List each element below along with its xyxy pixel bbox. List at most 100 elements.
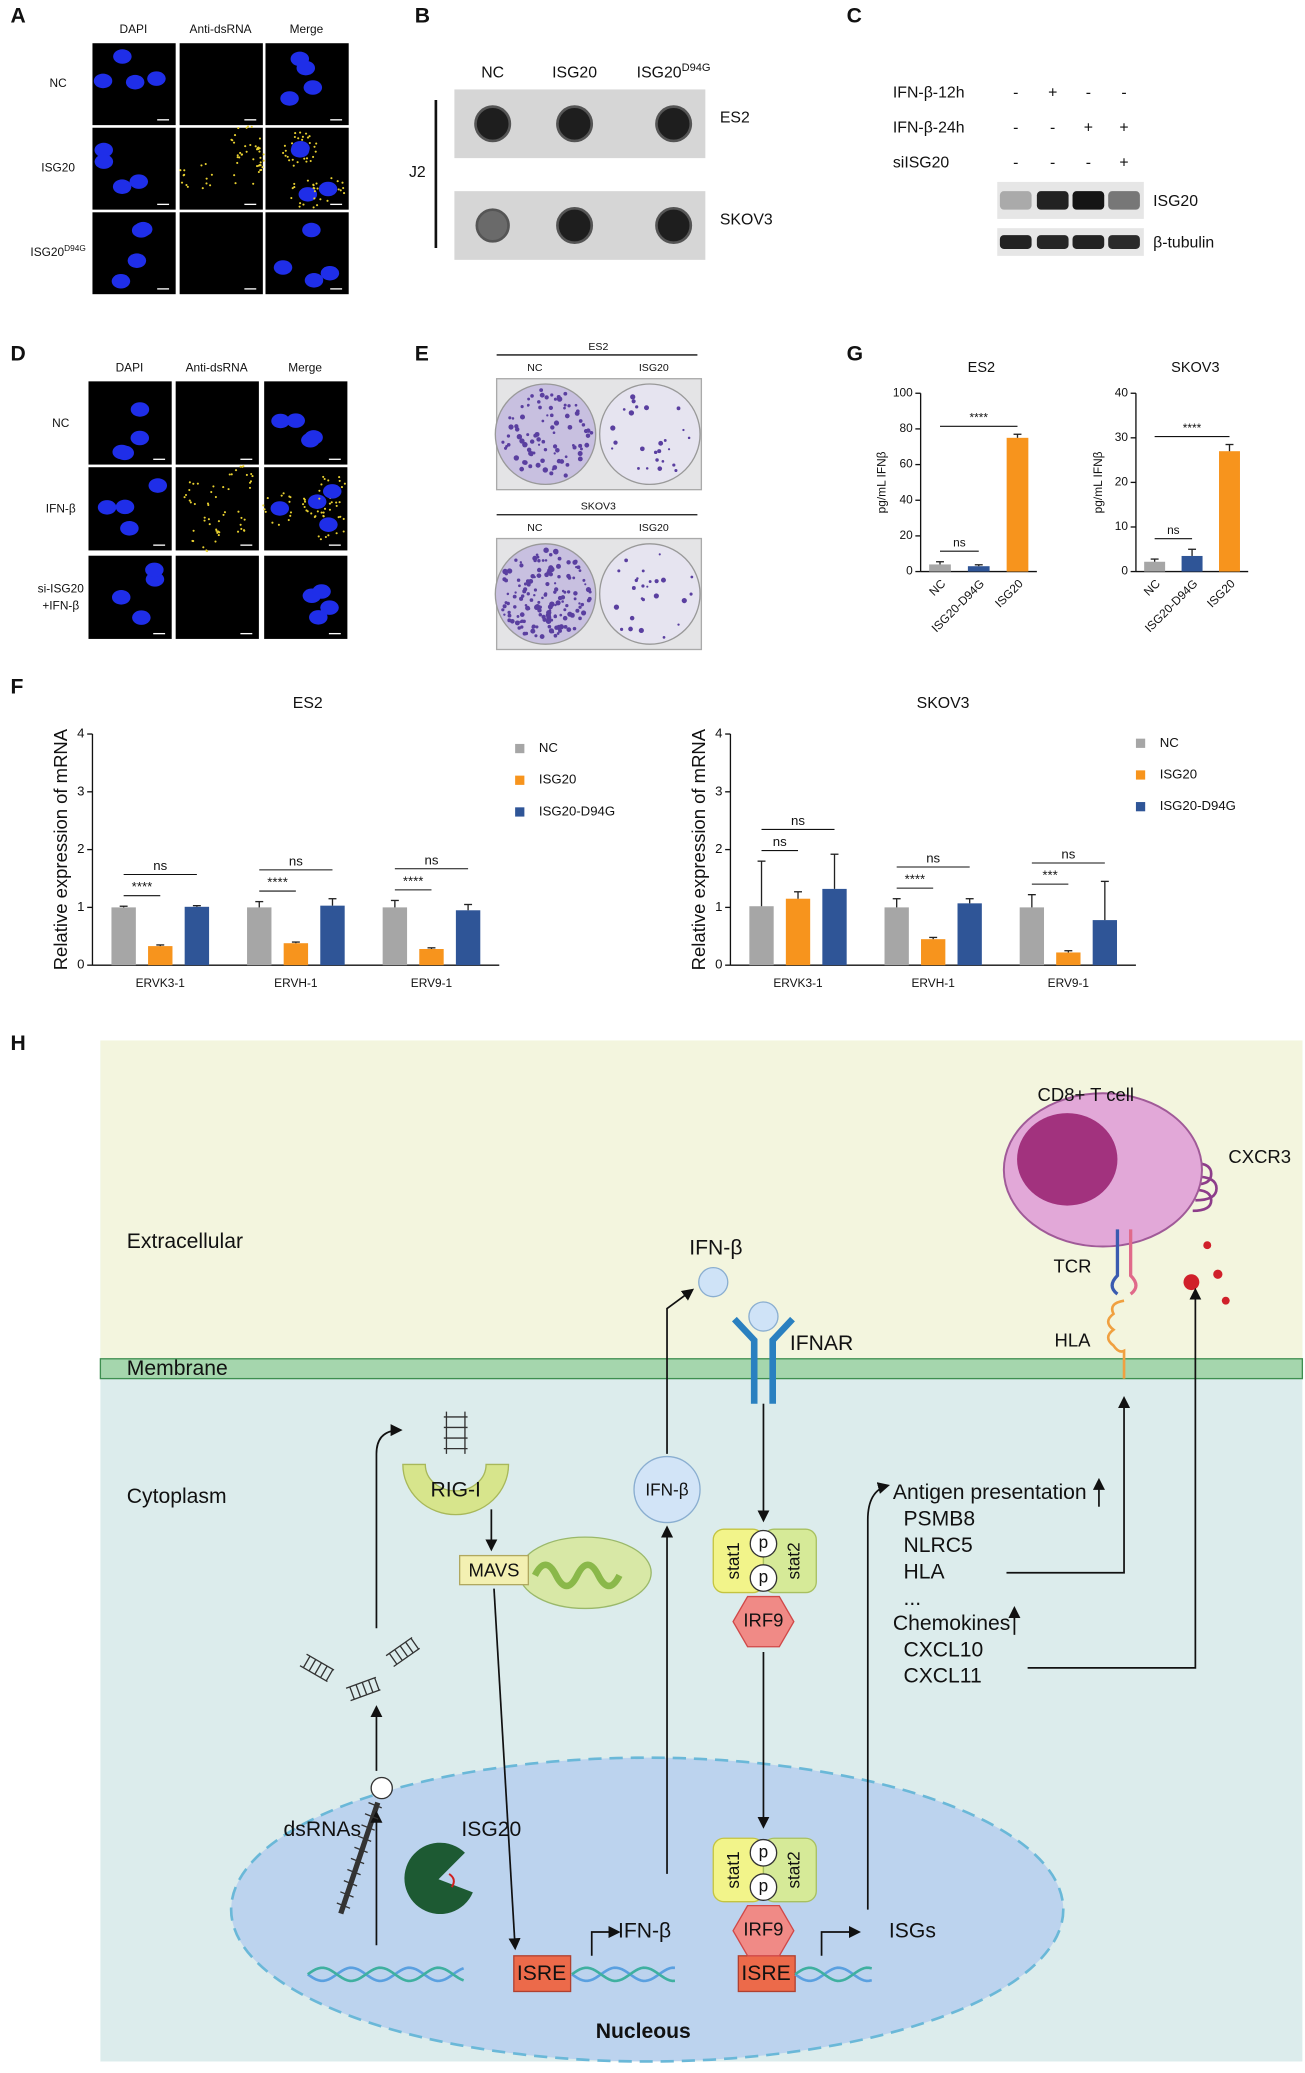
colony: [556, 563, 561, 569]
colony: [566, 590, 571, 594]
nucleus-stain: [113, 49, 132, 64]
band: [1072, 235, 1105, 249]
colony: [667, 448, 671, 451]
dsrna-stain: [313, 190, 316, 193]
colony: [641, 569, 645, 573]
dsrna-stain: [256, 165, 259, 168]
nucleus-stain: [286, 413, 306, 428]
dsrna-stain: [245, 473, 248, 477]
colony: [565, 603, 569, 608]
dsrna-stain: [293, 186, 296, 189]
phosphate: [749, 1564, 778, 1592]
bar: [957, 903, 982, 966]
dsrna-stain: [228, 473, 231, 476]
nucleus-stain: [112, 179, 132, 194]
irf9-label: IRF9: [743, 1610, 783, 1631]
colony: [523, 587, 528, 592]
dsrna-stain: [290, 196, 293, 200]
colony: [549, 553, 553, 557]
dsrna-stain: [189, 501, 192, 504]
colony: [556, 632, 560, 635]
panel-label: G: [847, 343, 863, 366]
bar: [921, 939, 946, 966]
dsrna-stain: [246, 125, 250, 128]
nucleus-stain: [320, 600, 339, 615]
dsrna-stain: [288, 159, 291, 162]
colony: [513, 455, 520, 461]
colony: [575, 565, 578, 569]
label: ISG20: [552, 65, 597, 82]
colony: [613, 604, 620, 610]
nucleus-stain: [129, 174, 149, 189]
dsrna-stain: [317, 535, 320, 538]
colony: [544, 559, 548, 562]
colony: [546, 414, 549, 417]
nucleus-stain: [97, 500, 117, 515]
colony: [553, 397, 558, 401]
label-superscript: D94G: [64, 243, 86, 253]
x-tick-label: ERV9-1: [1048, 976, 1090, 990]
dsrna-stain: [309, 159, 312, 163]
region-label: Extracellular: [127, 1230, 243, 1253]
colony: [528, 464, 533, 469]
bar: [1006, 437, 1029, 572]
nucleus-stain: [120, 521, 139, 536]
colony: [576, 565, 581, 570]
colony: [542, 467, 549, 473]
nucleus-stain: [127, 253, 147, 268]
colony: [520, 625, 524, 629]
bar: [247, 907, 272, 966]
colony: [581, 610, 587, 616]
colony: [503, 446, 508, 450]
dsrna-stain: [251, 475, 254, 478]
dsrna-stain: [248, 486, 252, 489]
nucleus-stain: [130, 402, 150, 417]
plate-column: ISG20: [639, 522, 669, 534]
dna-strand: [307, 1966, 465, 1983]
region-label: Nucleous: [596, 2020, 691, 2043]
dsrna-stain: [284, 149, 287, 152]
colony: [506, 568, 513, 574]
mavs: [458, 1554, 530, 1586]
colony: [506, 434, 511, 438]
colony: [525, 579, 531, 584]
dsrna-stain: [308, 141, 311, 145]
column-header: Anti-dsRNA: [186, 360, 248, 374]
band: [1072, 191, 1105, 210]
dsrna-stain: [337, 516, 340, 519]
colony: [640, 446, 645, 452]
colony: [537, 600, 541, 604]
x-tick-label: ISG20: [1204, 576, 1238, 610]
dsrna-stain: [319, 198, 322, 201]
colony: [504, 578, 509, 583]
colony: [506, 442, 511, 447]
colony: [653, 593, 659, 599]
row-label: ES2: [720, 110, 750, 127]
panel-label: C: [847, 4, 862, 27]
legend-swatch: [1135, 802, 1146, 812]
colony: [540, 458, 545, 464]
chemokine: [1203, 1241, 1212, 1250]
dsrna-stain: [341, 181, 344, 184]
dsrna-stain: [223, 511, 227, 514]
band: [999, 191, 1032, 210]
band: [1108, 235, 1140, 249]
dsrna-stain: [266, 497, 269, 500]
hla-molecule: [1106, 1299, 1126, 1379]
colony: [533, 588, 538, 592]
panel-label: F: [11, 675, 24, 698]
condition-sign: +: [1119, 155, 1128, 172]
dsrna-stain: [185, 183, 188, 187]
colony: [563, 406, 566, 410]
rig-i: [402, 1463, 510, 1516]
isre-label: ISRE: [517, 1962, 566, 1985]
dsrna-stain: [287, 518, 290, 522]
label-text: ISG20: [41, 161, 75, 175]
colony: [573, 591, 578, 596]
dsrna-stain: [236, 161, 239, 164]
dish: [599, 383, 701, 486]
dsrna-stain: [301, 138, 304, 141]
panel-label: B: [415, 4, 430, 27]
dsrna-stain: [243, 518, 246, 521]
